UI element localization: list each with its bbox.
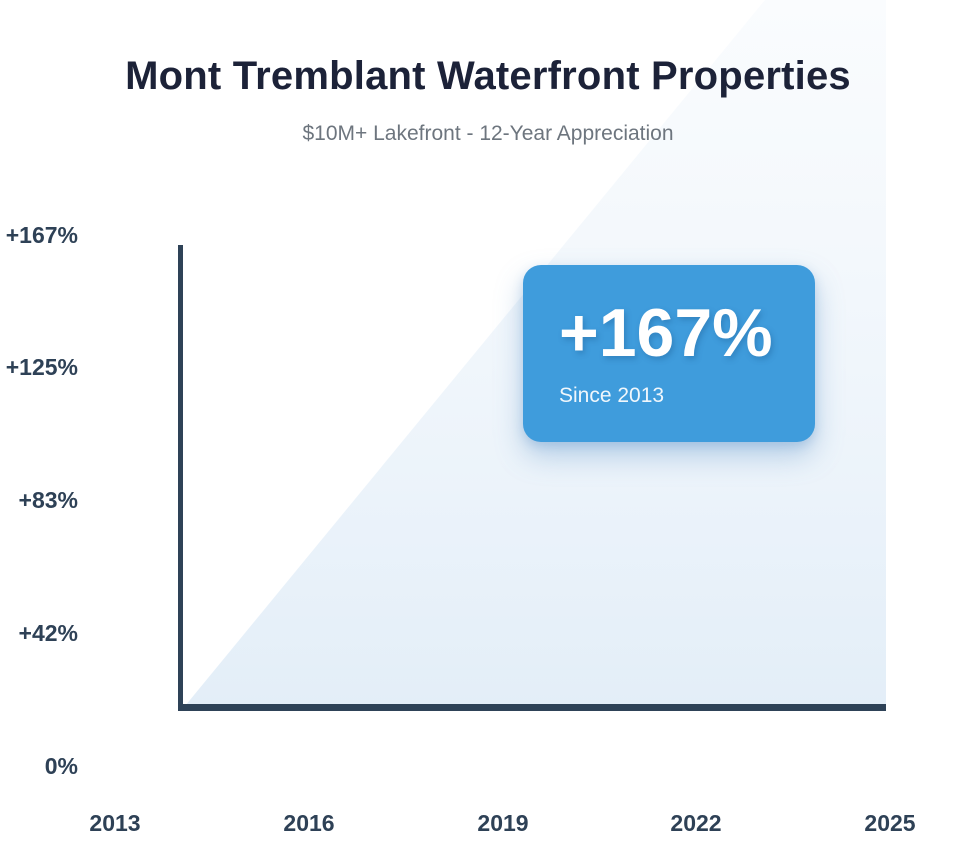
x-tick-2013: 2013: [89, 810, 141, 836]
y-tick-125: +125%: [5, 354, 78, 380]
y-axis-line: [178, 245, 183, 710]
x-axis-line: [178, 704, 886, 711]
callout-caption: Since 2013: [559, 384, 665, 408]
x-tick-2022: 2022: [670, 810, 722, 836]
appreciation-callout: +167% Since 2013: [523, 265, 815, 442]
chart-subtitle: $10M+ Lakefront - 12-Year Appreciation: [302, 122, 674, 145]
y-tick-167: +167%: [5, 222, 78, 248]
chart-title: Mont Tremblant Waterfront Properties: [125, 54, 851, 98]
x-tick-2019: 2019: [477, 810, 529, 836]
x-tick-2016: 2016: [283, 810, 335, 836]
callout-value: +167%: [559, 295, 773, 371]
y-tick-83: +83%: [18, 487, 78, 513]
x-tick-2025: 2025: [864, 810, 916, 836]
y-tick-0: 0%: [44, 753, 78, 779]
y-tick-42: +42%: [18, 620, 78, 646]
